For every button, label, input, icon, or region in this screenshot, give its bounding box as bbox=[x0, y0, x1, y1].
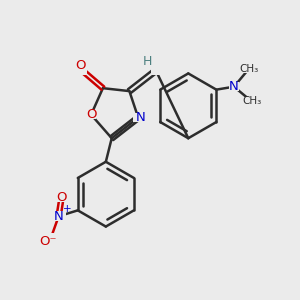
Text: O: O bbox=[86, 108, 96, 121]
Text: CH₃: CH₃ bbox=[239, 64, 258, 74]
Bar bbox=[151, 66, 161, 75]
Bar bbox=[77, 66, 87, 75]
Text: O: O bbox=[76, 59, 86, 72]
Bar bbox=[133, 113, 143, 122]
Text: N: N bbox=[54, 210, 64, 223]
Bar bbox=[240, 64, 257, 74]
Text: N: N bbox=[229, 80, 239, 93]
Text: CH₃: CH₃ bbox=[242, 96, 261, 106]
Bar bbox=[86, 110, 96, 119]
Bar bbox=[39, 233, 55, 244]
Bar bbox=[229, 82, 239, 91]
Bar bbox=[243, 97, 260, 106]
Bar bbox=[51, 211, 66, 221]
Text: O: O bbox=[56, 190, 67, 204]
Bar bbox=[56, 193, 67, 202]
Text: +: + bbox=[63, 204, 71, 214]
Text: N: N bbox=[136, 111, 146, 124]
Text: H: H bbox=[142, 55, 152, 68]
Text: O⁻: O⁻ bbox=[40, 235, 57, 248]
